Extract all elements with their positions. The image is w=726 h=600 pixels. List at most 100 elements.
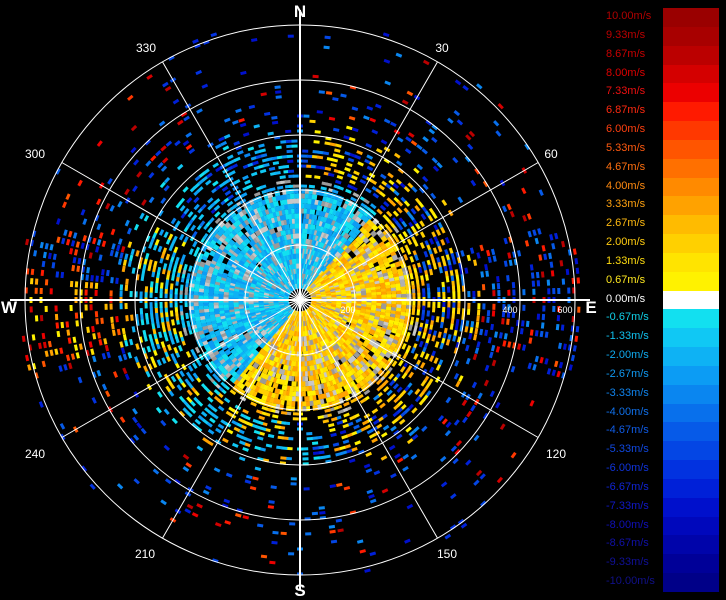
legend-label: -6.67m/s: [606, 480, 649, 493]
legend-row: -4.00m/s: [603, 403, 726, 423]
legend-label: -5.33m/s: [606, 443, 649, 456]
legend-label: 2.67m/s: [606, 217, 646, 230]
compass-north-label: N: [294, 2, 306, 21]
legend-swatch: [663, 478, 719, 499]
legend-label: -4.67m/s: [606, 424, 649, 437]
legend-swatch: [663, 271, 719, 292]
legend-row: -6.67m/s: [603, 478, 726, 499]
velocity-color-legend: 10.00m/s 9.33m/s 8.67m/s 8.00m/s 7.33m/s 6.87…: [603, 8, 726, 593]
legend-row: -5.33m/s: [603, 441, 726, 461]
legend-row: 0.00m/s: [603, 290, 726, 310]
legend-label: 0.67m/s: [606, 273, 646, 286]
legend-label: -8.00m/s: [606, 518, 649, 531]
legend-swatch: [663, 234, 719, 254]
legend-row: 8.67m/s: [603, 45, 726, 65]
bearing-line: [299, 162, 539, 301]
legend-swatch: [663, 497, 719, 518]
legend-swatch: [663, 177, 719, 197]
bearing-lines: [10, 10, 590, 590]
legend-swatch: [663, 252, 719, 273]
legend-label: -7.33m/s: [606, 499, 649, 512]
bearing-line: [162, 61, 301, 301]
legend-row: -3.33m/s: [603, 384, 726, 405]
range-label-200: 200: [340, 305, 355, 315]
legend-row: 6.87m/s: [603, 102, 726, 122]
legend-row: -4.67m/s: [603, 422, 726, 442]
legend-swatch: [663, 535, 719, 555]
legend-swatch: [663, 384, 719, 405]
legend-row: -0.67m/s: [603, 309, 726, 329]
legend-swatch: [663, 554, 719, 574]
bearing-label-120: 120: [546, 447, 566, 461]
bearing-line: [61, 299, 301, 438]
legend-swatch: [663, 139, 719, 160]
legend-row: -9.33m/s: [603, 554, 726, 574]
legend-swatch: [663, 347, 719, 367]
legend-label: 3.33m/s: [606, 198, 646, 211]
bearing-label-330: 330: [136, 41, 156, 55]
legend-swatch: [663, 8, 719, 28]
legend-swatch: [663, 26, 719, 47]
bearing-label-240: 240: [25, 447, 45, 461]
legend-row: 4.67m/s: [603, 158, 726, 179]
legend-label: 10.00m/s: [606, 10, 652, 22]
legend-swatch: [663, 573, 719, 593]
legend-row: 4.00m/s: [603, 177, 726, 197]
legend-row: 8.00m/s: [603, 64, 726, 84]
legend-label: 6.87m/s: [606, 104, 646, 117]
legend-row: -2.00m/s: [603, 347, 726, 367]
legend-swatch: [663, 441, 719, 461]
legend-swatch: [663, 516, 719, 536]
legend-label: 4.67m/s: [606, 160, 646, 173]
legend-label: 6.00m/s: [606, 123, 646, 136]
legend-swatch: [663, 215, 719, 235]
legend-label: 4.00m/s: [606, 179, 646, 192]
legend-row: -8.67m/s: [603, 535, 726, 555]
legend-label: -9.33m/s: [606, 556, 649, 569]
legend-row: 0.67m/s: [603, 271, 726, 292]
legend-swatch: [663, 365, 719, 386]
legend-row: 2.00m/s: [603, 234, 726, 254]
legend-label: 0.00m/s: [606, 292, 646, 305]
legend-label: -1.33m/s: [606, 330, 649, 343]
legend-label: -6.00m/s: [606, 462, 649, 475]
bearing-label-60: 60: [544, 147, 558, 161]
bearing-label-30: 30: [435, 41, 449, 55]
legend-swatch: [663, 309, 719, 329]
legend-label: 8.00m/s: [606, 66, 646, 79]
legend-row: 3.33m/s: [603, 196, 726, 216]
legend-swatch: [663, 328, 719, 348]
range-label-400: 400: [502, 305, 517, 315]
legend-row: 7.33m/s: [603, 83, 726, 103]
legend-row: 2.67m/s: [603, 215, 726, 235]
radar-plot[interactable]: N S E W 30 60 120 150 210 240 300 330 20…: [0, 0, 600, 600]
legend-swatch: [663, 64, 719, 84]
bearing-line: [299, 61, 438, 301]
legend-swatch: [663, 121, 719, 141]
legend-row: -8.00m/s: [603, 516, 726, 536]
legend-label: -3.33m/s: [606, 386, 649, 399]
legend-label: 7.33m/s: [606, 85, 646, 98]
compass-west-label: W: [1, 298, 18, 317]
legend-label: 1.33m/s: [606, 254, 646, 267]
legend-label: 2.00m/s: [606, 236, 646, 249]
legend-row: 10.00m/s: [603, 8, 726, 28]
legend-label: -10.00m/s: [606, 575, 655, 588]
bearing-line: [61, 162, 301, 301]
legend-row: 5.33m/s: [603, 139, 726, 160]
legend-row: -6.00m/s: [603, 460, 726, 480]
legend-label: -4.00m/s: [606, 405, 649, 418]
legend-label: -0.67m/s: [606, 311, 649, 324]
legend-label: -2.00m/s: [606, 349, 649, 362]
legend-swatch: [663, 422, 719, 442]
compass-south-label: S: [294, 581, 305, 600]
legend-row: 1.33m/s: [603, 252, 726, 273]
center-star-icon: [288, 288, 312, 312]
legend-swatch: [663, 102, 719, 122]
compass-east-label: E: [585, 298, 596, 317]
bearing-line: [162, 299, 301, 539]
legend-label: 5.33m/s: [606, 141, 646, 154]
legend-swatch: [663, 83, 719, 103]
legend-row: 9.33m/s: [603, 26, 726, 47]
legend-swatch: [663, 158, 719, 179]
